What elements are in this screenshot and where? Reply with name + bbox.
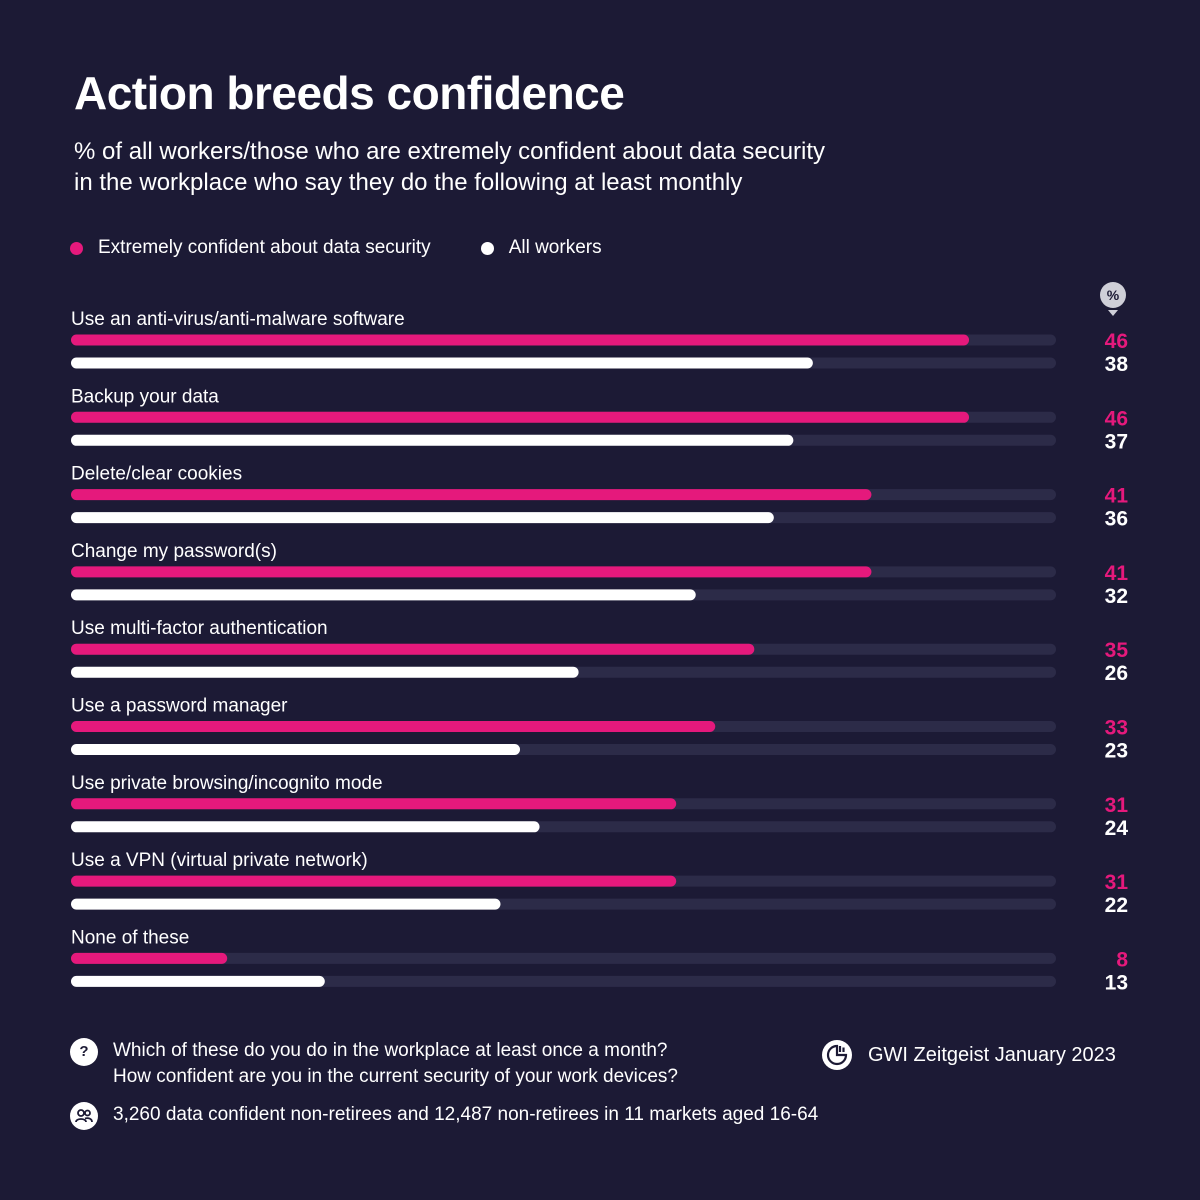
bar-extremely-confident <box>71 489 872 501</box>
value-label-all-workers: 36 <box>1105 508 1128 531</box>
value-label-all-workers: 23 <box>1105 740 1128 763</box>
value-label-extremely-confident: 33 <box>1105 717 1128 740</box>
value-label-all-workers: 38 <box>1105 353 1129 376</box>
legend-label-all-workers: All workers <box>508 237 602 258</box>
footer-sample: 3,260 data confident non-retirees and 12… <box>70 1102 818 1130</box>
value-label-all-workers: 32 <box>1105 585 1128 608</box>
bar-all-workers <box>71 744 521 755</box>
question-line-1: Which of these do you do in the workplac… <box>113 1040 668 1061</box>
footer-question: ? Which of these do you do in the workpl… <box>70 1038 678 1090</box>
question-text: Which of these do you do in the workplac… <box>113 1038 678 1090</box>
value-label-all-workers: 37 <box>1105 430 1128 453</box>
chart-subtitle: % of all workers/those who are extremely… <box>74 136 974 198</box>
value-label-extremely-confident: 46 <box>1105 407 1128 430</box>
bar-extremely-confident <box>71 643 755 655</box>
bar-all-workers <box>71 975 325 987</box>
value-label-extremely-confident: 31 <box>1105 794 1129 817</box>
legend: Extremely confident about data security … <box>70 237 652 259</box>
legend-dot-pink <box>70 241 83 255</box>
bar-extremely-confident <box>71 334 970 346</box>
legend-dot-white <box>480 241 494 255</box>
category-label: Use an anti-virus/anti-malware software <box>71 309 405 330</box>
subtitle-line-1: % of all workers/those who are extremely… <box>74 138 826 165</box>
category-label: Delete/clear cookies <box>71 464 242 485</box>
value-label-all-workers: 13 <box>1105 971 1128 994</box>
bar-chart: Use an anti-virus/anti-malware software 4… <box>71 309 1129 994</box>
bar-all-workers <box>71 666 579 678</box>
percent-unit-icon: % <box>1100 282 1126 308</box>
bar-all-workers <box>71 512 774 524</box>
bar-track <box>71 952 1056 964</box>
value-label-extremely-confident: 46 <box>1105 330 1128 353</box>
legend-item-all-workers: All workers <box>480 237 602 259</box>
bar-all-workers <box>71 357 813 369</box>
percent-pointer-icon <box>1108 310 1118 316</box>
bar-extremely-confident <box>71 875 677 887</box>
category-label: None of these <box>71 927 189 948</box>
source: GWI Zeitgeist January 2023 <box>822 1040 1116 1070</box>
people-icon <box>70 1102 98 1130</box>
bar-extremely-confident <box>71 721 716 732</box>
question-icon: ? <box>70 1038 98 1066</box>
category-label: Use a VPN (virtual private network) <box>71 850 368 871</box>
value-label-extremely-confident: 41 <box>1105 562 1129 585</box>
bar-extremely-confident <box>71 798 677 810</box>
value-label-all-workers: 22 <box>1105 894 1128 917</box>
category-label: Change my password(s) <box>71 541 277 562</box>
value-label-all-workers: 24 <box>1105 817 1129 840</box>
category-label: Use private browsing/incognito mode <box>71 773 383 794</box>
gwi-logo-icon <box>822 1040 852 1070</box>
source-text: GWI Zeitgeist January 2023 <box>868 1043 1116 1066</box>
sample-text: 3,260 data confident non-retirees and 12… <box>113 1104 819 1125</box>
question-line-2: How confident are you in the current sec… <box>113 1066 678 1087</box>
bar-all-workers <box>71 821 540 833</box>
value-label-all-workers: 26 <box>1105 662 1128 685</box>
bar-extremely-confident <box>71 566 872 578</box>
value-label-extremely-confident: 41 <box>1105 485 1129 508</box>
bar-all-workers <box>71 898 501 910</box>
legend-label-extremely-confident: Extremely confident about data security <box>98 237 431 258</box>
category-label: Use multi-factor authentication <box>71 618 328 639</box>
category-label: Use a password manager <box>71 696 288 717</box>
value-label-extremely-confident: 31 <box>1105 871 1129 894</box>
subtitle-line-2: in the workplace who say they do the fol… <box>74 169 743 196</box>
bar-all-workers <box>71 434 794 446</box>
bar-extremely-confident <box>71 952 228 964</box>
value-label-extremely-confident: 35 <box>1105 639 1129 662</box>
value-label-extremely-confident: 8 <box>1116 948 1128 971</box>
chart-title: Action breeds confidence <box>74 67 625 119</box>
category-label: Backup your data <box>71 386 219 407</box>
bar-all-workers <box>71 589 696 601</box>
legend-item-extremely-confident: Extremely confident about data security <box>70 237 431 259</box>
bar-extremely-confident <box>71 411 970 423</box>
